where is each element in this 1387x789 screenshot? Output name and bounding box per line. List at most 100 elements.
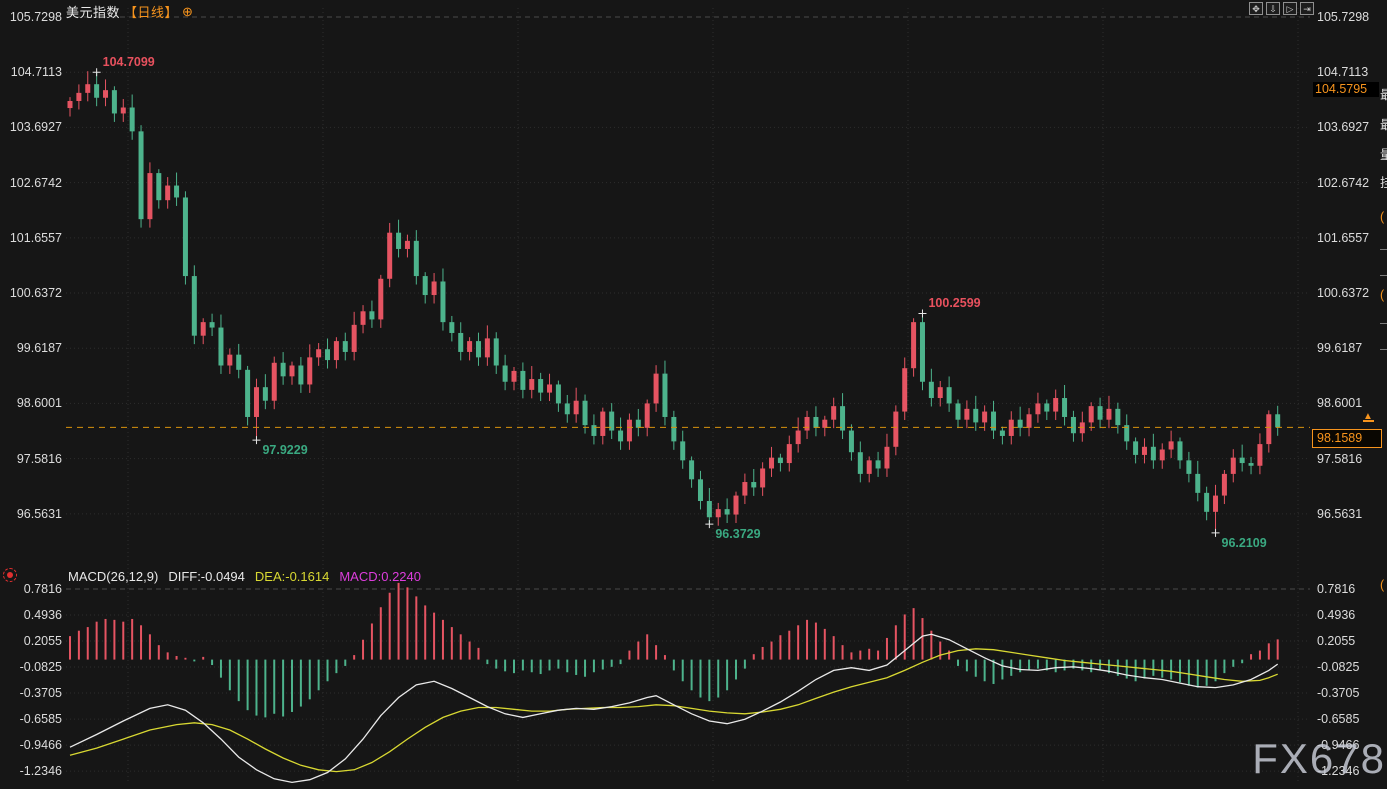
clipped-char: 最 <box>1380 118 1387 132</box>
candle-body <box>840 406 846 431</box>
candle-body <box>520 370 526 390</box>
candle-body <box>484 338 490 358</box>
macd-axis-tick-left: -1.2346 <box>19 764 62 779</box>
chart-title: 美元指数 【日线】 ⊕ <box>66 2 193 21</box>
clipped-char: — <box>1380 268 1387 282</box>
candle-body <box>298 365 304 385</box>
candle-body <box>1230 457 1236 474</box>
candle-body <box>1221 473 1227 496</box>
candle-body <box>182 197 188 277</box>
price-axis-tick-left: 102.6742 <box>9 175 62 190</box>
candle-body <box>111 90 117 114</box>
price-axis-tick-right: 100.6372 <box>1317 286 1370 301</box>
candle-body <box>1186 460 1192 474</box>
extreme-cross-marker <box>705 520 714 529</box>
candle-body <box>174 185 180 198</box>
price-axis-tick-left: 100.6372 <box>9 286 62 301</box>
clipped-char: 最 <box>1380 88 1387 102</box>
candle-body <box>1133 441 1139 455</box>
price-axis-tick-left: 105.7298 <box>9 10 62 24</box>
candle-body <box>547 384 553 393</box>
add-indicator-icon[interactable]: ⊕ <box>182 4 194 19</box>
candle-body <box>813 416 819 428</box>
candle-body <box>1275 414 1281 428</box>
candle-body <box>1248 463 1254 466</box>
candle-body <box>1150 446 1156 461</box>
candle-body <box>351 324 357 352</box>
candle-body <box>129 107 135 132</box>
clipped-char: ( <box>1380 210 1385 224</box>
macd-axis-tick-left: -0.0825 <box>19 660 62 675</box>
price-axis-tick-right: 98.6001 <box>1317 396 1363 411</box>
macd-diff-value: DIFF:-0.0494 <box>168 569 245 584</box>
macd-axis-tick-left: 0.7816 <box>23 582 62 597</box>
candle-body <box>733 495 739 515</box>
y-axis-scale-icon[interactable]: ⇩ <box>1266 2 1280 15</box>
candle-body <box>147 173 153 220</box>
candle-body <box>1017 419 1023 428</box>
candle-body <box>307 357 313 385</box>
candle-body <box>1204 492 1210 512</box>
candle-body <box>458 332 464 352</box>
auto-scale-icon[interactable]: ▷ <box>1283 2 1297 15</box>
macd-axis-tick-right: 0.7816 <box>1317 582 1356 597</box>
candle-body <box>396 232 402 249</box>
candle-body <box>404 240 410 249</box>
candle-body <box>440 281 446 323</box>
candle-body <box>804 416 810 431</box>
macd-axis-tick-right: -0.6585 <box>1317 712 1360 727</box>
extreme-cross-marker <box>252 436 261 445</box>
macd-axis-tick-right: -1.2346 <box>1317 764 1360 779</box>
candle-body <box>848 430 854 453</box>
price-axis-tick-left: 101.6557 <box>9 230 62 245</box>
candle-body <box>1124 425 1130 442</box>
candle-body <box>964 408 970 420</box>
candle-body <box>626 419 632 442</box>
candle-body <box>342 341 348 352</box>
price-axis-tick-right: 104.7113 <box>1317 65 1369 80</box>
candle-body <box>555 384 561 404</box>
macd-axis-tick-right: -0.3705 <box>1317 686 1360 701</box>
candle-body <box>680 441 686 461</box>
candle-body <box>1266 414 1272 445</box>
price-axis-tick-left: 96.5631 <box>16 506 62 521</box>
candle-body <box>689 460 695 480</box>
candle-body <box>1026 414 1032 428</box>
price-annotation: 100.2599 <box>928 296 981 311</box>
macd-axis-tick-right: -0.9466 <box>1317 738 1360 753</box>
pan-tool-icon[interactable]: ✥ <box>1249 2 1263 15</box>
candle-body <box>325 349 331 361</box>
candle-body <box>706 500 712 518</box>
candle-body <box>227 354 233 366</box>
candle-body <box>94 84 100 98</box>
candle-body <box>475 341 481 358</box>
candle-body <box>387 232 393 279</box>
candle-body <box>1097 406 1103 420</box>
candle-body <box>209 322 215 328</box>
macd-indicator-header: MACD(26,12,9) DIFF:-0.0494 DEA:-0.1614 M… <box>68 569 421 584</box>
detach-panel-icon[interactable]: ⇥ <box>1300 2 1314 15</box>
candle-body <box>76 92 82 101</box>
candle-body <box>1088 406 1094 423</box>
candle-body <box>902 368 908 412</box>
macd-axis-tick-left: -0.9466 <box>19 738 62 753</box>
candle-body <box>1168 441 1174 450</box>
candle-body <box>253 387 259 417</box>
clipped-char: — <box>1380 316 1387 330</box>
extreme-cross-marker <box>1211 528 1220 537</box>
candle-body <box>316 349 322 358</box>
candle-body <box>1213 495 1219 512</box>
candle-body <box>982 411 988 423</box>
clipped-char: 挂 <box>1380 176 1387 190</box>
candle-body <box>511 370 517 382</box>
candle-body <box>928 381 934 399</box>
candle-body <box>795 430 801 445</box>
candle-body <box>591 425 597 436</box>
candle-body <box>262 387 268 401</box>
macd-macd-value: MACD:0.2240 <box>339 569 421 584</box>
price-axis-tick-right: 102.6742 <box>1317 175 1370 190</box>
candle-body <box>831 406 837 420</box>
candle-body <box>635 419 641 428</box>
candle-body <box>1239 457 1245 464</box>
